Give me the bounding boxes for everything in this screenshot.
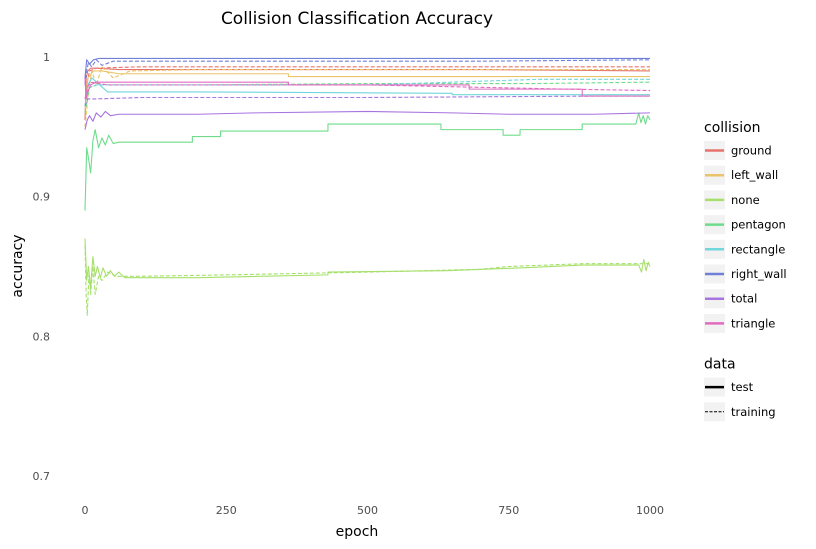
series-line-ground-training	[84, 66, 650, 113]
legend-title-data: data	[704, 357, 736, 373]
x-tick-label: 0	[82, 504, 89, 517]
series-line-total-test	[84, 110, 651, 130]
series-line-pentagon-test	[84, 112, 651, 211]
x-tick-label: 250	[216, 504, 237, 517]
legend-label-rectangle: rectangle	[731, 242, 785, 256]
legend-label-pentagon: pentagon	[731, 218, 786, 232]
series-line-triangle-test	[84, 77, 650, 100]
y-tick-label: 1	[43, 51, 50, 64]
x-axis-title: epoch	[336, 524, 379, 540]
x-tick-label: 500	[357, 504, 378, 517]
legend-label-right_wall: right_wall	[731, 267, 787, 281]
series-layer	[84, 57, 651, 316]
chart-title: Collision Classification Accuracy	[221, 9, 493, 29]
plot-area	[84, 57, 651, 316]
y-axis-title: accuracy	[10, 234, 26, 297]
legend-label-total: total	[731, 292, 757, 306]
legend-label-ground: ground	[731, 144, 772, 158]
x-tick-label: 750	[498, 504, 519, 517]
legend-label-triangle: triangle	[731, 316, 775, 330]
legend-label-none: none	[731, 193, 760, 207]
series-line-none-training	[84, 245, 650, 316]
legend-label-training: training	[731, 405, 776, 419]
legend-title-collision: collision	[704, 120, 761, 136]
legend-label-left_wall: left_wall	[731, 168, 778, 182]
series-line-triangle-training	[84, 81, 651, 100]
series-line-right_wall-test	[84, 57, 650, 79]
x-axis: 0 250 500 750 1000	[82, 504, 665, 517]
series-line-left_wall-test	[84, 70, 650, 113]
series-line-ground-test	[84, 67, 651, 120]
series-line-none-test	[84, 238, 651, 288]
x-tick-label: 1000	[636, 504, 664, 517]
legend-label-test: test	[731, 380, 754, 394]
series-line-right_wall-training	[84, 59, 651, 85]
y-tick-label: 0.8	[33, 330, 51, 343]
y-tick-label: 0.9	[33, 191, 51, 204]
y-tick-label: 0.7	[33, 470, 51, 483]
series-line-rectangle-test	[84, 77, 650, 106]
y-axis: 0.7 0.8 0.9 1	[33, 51, 51, 483]
